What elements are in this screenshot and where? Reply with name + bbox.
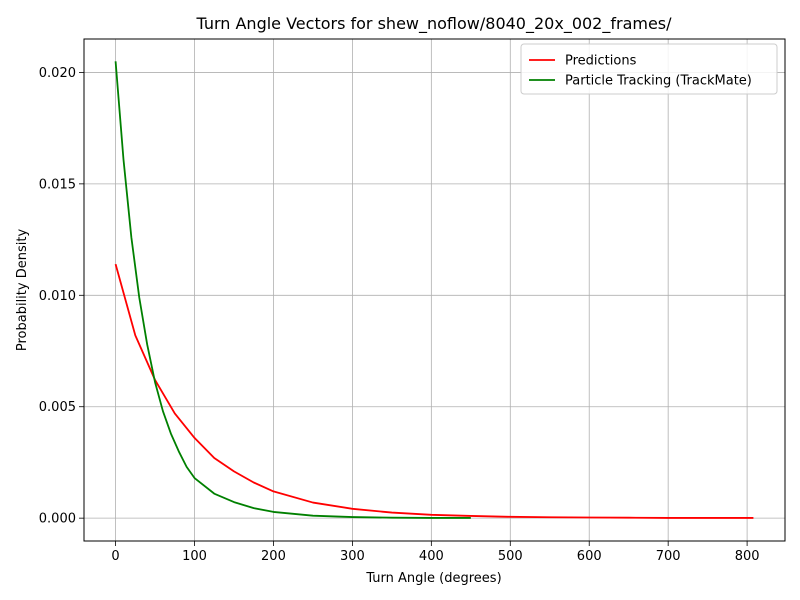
y-tick-label: 0.015 [39,177,76,192]
y-axis-label: Probability Density [15,229,30,352]
legend-label: Particle Tracking (TrackMate) [565,74,752,89]
y-axis: 0.000 0.005 0.010 0.015 0.020 [39,66,84,527]
x-tick-label: 800 [735,549,760,564]
series-layer [114,61,754,519]
x-tick-label: 500 [498,549,523,564]
series-line-0 [114,263,754,519]
x-axis-label: Turn Angle (degrees) [365,571,501,586]
x-tick-label: 0 [111,549,119,564]
legend: Predictions Particle Tracking (TrackMate) [520,43,778,95]
y-tick-label: 0.000 [39,512,76,527]
x-tick-label: 100 [182,549,207,564]
series-line-1 [114,61,471,519]
x-tick-label: 700 [656,549,681,564]
chart-title: Turn Angle Vectors for shew_noflow/8040_… [195,14,672,34]
y-tick-label: 0.005 [39,400,76,415]
y-tick-label: 0.020 [39,66,76,81]
y-tick-label: 0.010 [39,289,76,304]
x-axis: 0 100 200 300 400 500 600 700 800 [111,541,760,564]
legend-label: Predictions [565,54,637,69]
x-tick-label: 600 [577,549,602,564]
x-tick-label: 400 [419,549,444,564]
plot-frame [83,38,786,542]
x-tick-label: 300 [340,549,365,564]
x-tick-label: 200 [261,549,286,564]
legend-box [520,43,778,95]
